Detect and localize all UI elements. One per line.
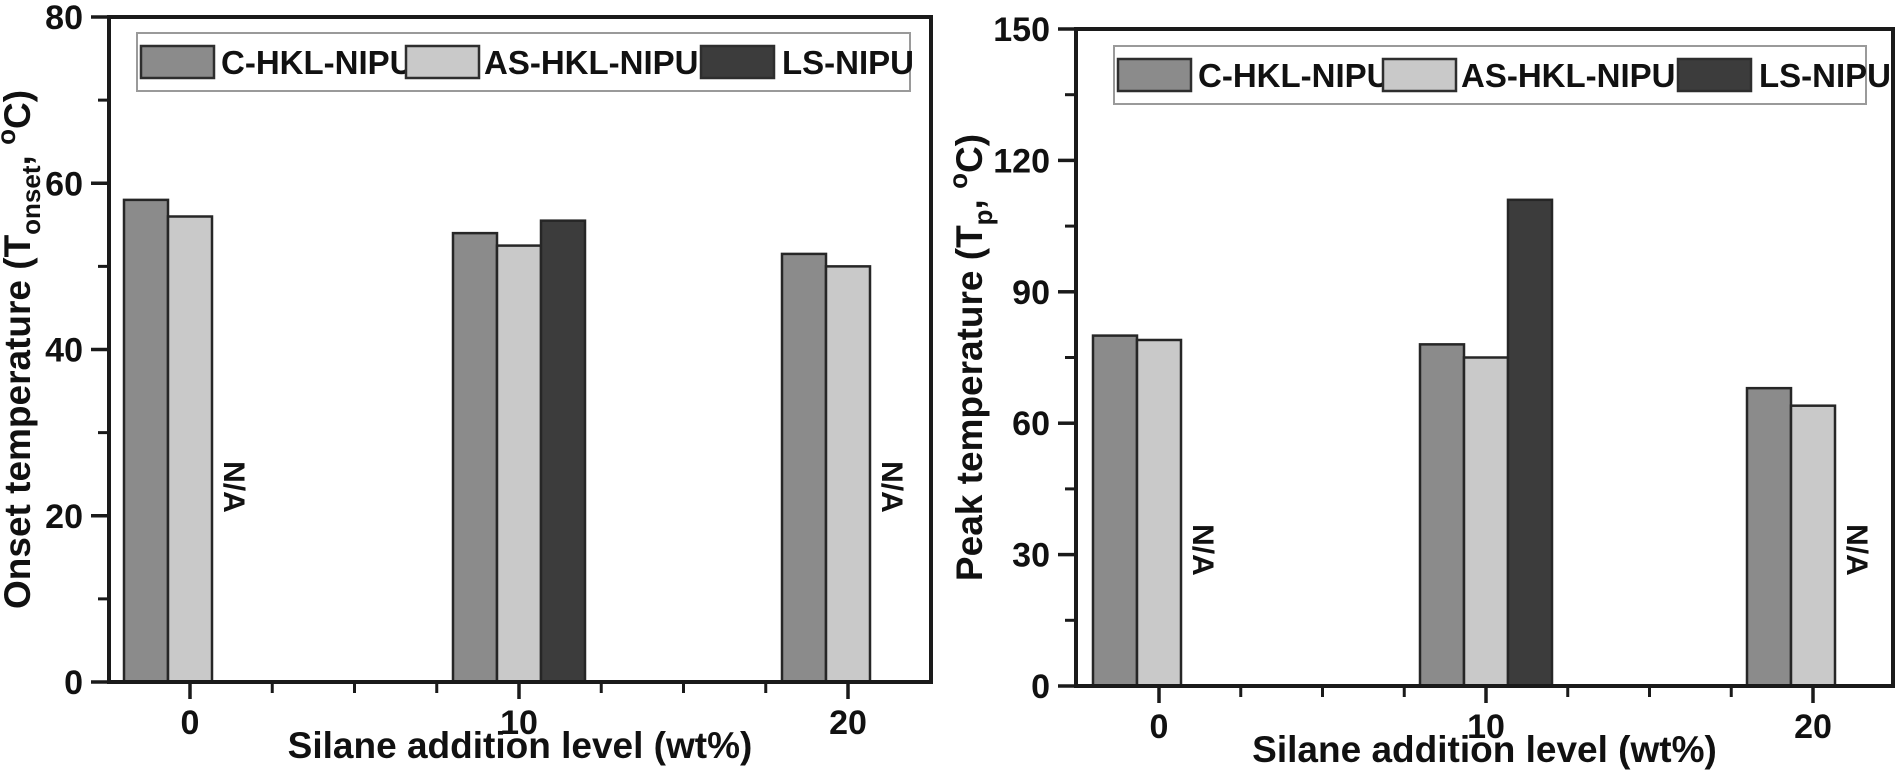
y-axis-title: Peak temperature (Tp, oC) <box>950 134 998 581</box>
legend-label-LS-NIPU: LS-NIPU <box>782 44 914 81</box>
na-label: N/A <box>875 461 908 513</box>
y-axis-tick-label: 150 <box>993 11 1050 49</box>
bar-AS-HKL-NIPU-0 <box>166 215 214 684</box>
legend: C-HKL-NIPU AS-HKL-NIPU LS-NIPU <box>1113 45 1891 105</box>
chart-peak-temperature: 0 30 60 90 120 150 0 10 20 N/A N/A Silane addition … <box>950 11 1895 770</box>
legend-swatch-AS-HKL-NIPU <box>404 44 481 80</box>
legend-swatch-C-HKL-NIPU <box>1116 57 1193 93</box>
legend-swatch-C-HKL-NIPU <box>139 44 216 80</box>
y-axis-tick-label: 80 <box>45 0 83 37</box>
bar-C-HKL-NIPU-20 <box>1745 386 1793 688</box>
legend-box <box>136 32 911 92</box>
x-axis-tick-label: 20 <box>829 704 867 742</box>
y-axis-tick-label: 0 <box>64 664 83 702</box>
plot-frame <box>107 15 933 684</box>
bar-LS-NIPU-10 <box>539 219 587 684</box>
bar-AS-HKL-NIPU-10 <box>495 244 543 684</box>
y-axis-tick-label: 60 <box>1012 405 1050 443</box>
y-axis-tick-label: 30 <box>1012 537 1050 575</box>
bar-C-HKL-NIPU-0 <box>1091 334 1139 688</box>
x-axis-tick-label: 20 <box>1794 708 1832 746</box>
bar-C-HKL-NIPU-10 <box>451 231 499 684</box>
x-axis-title: Silane addition level (wt%) <box>1252 729 1717 770</box>
x-axis-title: Silane addition level (wt%) <box>288 725 753 766</box>
y-axis-tick-label: 20 <box>45 498 83 536</box>
legend-label-C-HKL-NIPU: C-HKL-NIPU <box>221 44 413 81</box>
bar-AS-HKL-NIPU-20 <box>1789 404 1837 688</box>
y-axis-tick-label: 40 <box>45 332 83 370</box>
bar-C-HKL-NIPU-10 <box>1418 343 1466 688</box>
bar-AS-HKL-NIPU-0 <box>1135 338 1183 688</box>
chart-onset-temperature: 0 20 40 60 80 0 10 20 N/A N/A Silane addition leve… <box>0 0 933 766</box>
bar-LS-NIPU-10 <box>1506 198 1554 688</box>
legend-label-AS-HKL-NIPU: AS-HKL-NIPU <box>1461 57 1675 94</box>
legend-swatch-LS-NIPU <box>699 44 776 80</box>
legend-label-AS-HKL-NIPU: AS-HKL-NIPU <box>484 44 698 81</box>
bar-C-HKL-NIPU-0 <box>122 198 170 684</box>
y-axis-title: Onset temperature (Tonset, oC) <box>0 90 46 609</box>
na-label: N/A <box>1840 524 1873 576</box>
legend-swatch-LS-NIPU <box>1676 57 1753 93</box>
na-label: N/A <box>217 461 250 513</box>
bar-AS-HKL-NIPU-20 <box>824 265 872 684</box>
na-label: N/A <box>1186 524 1219 576</box>
legend: C-HKL-NIPU AS-HKL-NIPU LS-NIPU <box>136 32 914 92</box>
legend-swatch-AS-HKL-NIPU <box>1381 57 1458 93</box>
plot-frame <box>1074 27 1895 688</box>
x-axis-tick-label: 0 <box>181 704 200 742</box>
legend-label-LS-NIPU: LS-NIPU <box>1759 57 1891 94</box>
y-axis-tick-label: 0 <box>1031 668 1050 706</box>
x-axis-tick-label: 10 <box>1467 708 1505 746</box>
bar-AS-HKL-NIPU-10 <box>1462 356 1510 688</box>
x-axis-tick-label: 10 <box>500 704 538 742</box>
y-axis-tick-label: 60 <box>45 165 83 203</box>
x-axis-tick-label: 0 <box>1150 708 1169 746</box>
bar-C-HKL-NIPU-20 <box>780 252 828 684</box>
y-axis-tick-label: 90 <box>1012 274 1050 312</box>
legend-label-C-HKL-NIPU: C-HKL-NIPU <box>1198 57 1390 94</box>
y-axis-tick-label: 120 <box>993 142 1050 180</box>
